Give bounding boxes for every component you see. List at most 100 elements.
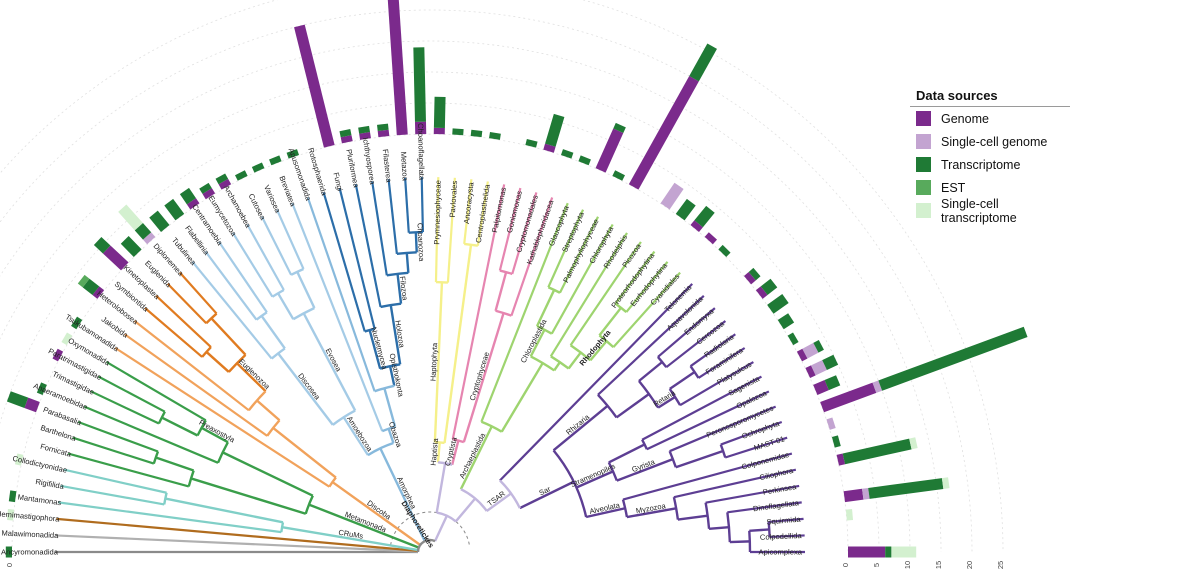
- bar-endomyxa-transcriptome: [748, 267, 761, 281]
- node-arc-rhodophyta: [598, 334, 615, 348]
- bar-heterolobosea-transcriptome: [82, 278, 100, 296]
- stem: [435, 463, 447, 513]
- taxon-label: MAST-01: [753, 434, 786, 452]
- node-arc-amoebozoa: [332, 409, 356, 426]
- branch-jakobida: [124, 333, 268, 437]
- bar-eurhodophytina-transcriptome: [694, 205, 715, 228]
- legend-title: Data sources: [910, 86, 1070, 107]
- stem: [535, 289, 556, 327]
- branch-prymnesiophyceae: [434, 177, 440, 283]
- node-arc: [550, 355, 570, 370]
- bar-tsukubamonadida-transcriptome: [71, 316, 83, 330]
- stem: [443, 244, 473, 444]
- clade-label-evosea: Evosea: [324, 347, 344, 374]
- stem-discosea: [277, 352, 334, 426]
- bar-opalozoa-transcriptome: [822, 354, 839, 371]
- stem-discoba: [331, 481, 421, 546]
- bar-chlorophyta-genome: [628, 75, 699, 190]
- stem-haptista: [436, 442, 441, 463]
- legend-label-single-cell-genome: Single-cell genome: [941, 134, 1048, 149]
- stem-nucletmycea: [368, 329, 382, 369]
- bar-ancyromonadida-transcriptome: [5, 546, 12, 558]
- legend-label-single-cell-transcriptome: Single-cell transcriptome: [941, 196, 1017, 225]
- taxon-label: Pavlovales: [448, 180, 459, 217]
- bar-centroplasthelida-transcriptome: [489, 132, 501, 140]
- legend-item-transcriptome: Transcriptome: [910, 153, 1070, 176]
- branch-kathablepharidacea: [510, 197, 554, 316]
- branch-pavlovales: [446, 177, 456, 283]
- stem-amorphea: [379, 447, 426, 542]
- branch-platysulcus: [679, 361, 754, 407]
- left-bar-axis: 2520151050: [5, 563, 14, 567]
- node-arc: [499, 269, 513, 276]
- node-arc-haptophyta: [435, 280, 448, 284]
- node-arc: [726, 512, 732, 543]
- stem: [638, 361, 663, 382]
- bar-ichthyosporea-genome: [359, 132, 371, 140]
- bar-peronosporomycetes-transcriptome: [824, 375, 841, 391]
- node-arc: [271, 288, 285, 298]
- branch-cyanidiales: [612, 271, 681, 348]
- root-dashed-arc: [390, 511, 470, 546]
- bar-euglenida-transcriptome: [120, 236, 142, 258]
- bar-parabasalia-transcriptome: [6, 391, 29, 408]
- taxon-label: Colpodellida: [760, 531, 803, 542]
- bar-squirmida-sc-transcriptome: [845, 509, 854, 521]
- stem-crums: [281, 526, 419, 552]
- bar-goniomonas-transcriptome: [525, 138, 538, 148]
- bar-streptophyta-genome: [595, 128, 624, 173]
- branch-chlorophyta: [550, 223, 614, 335]
- branch-anaeramoebidae: [83, 405, 219, 464]
- stem-chloroplastida: [529, 329, 546, 357]
- taxon-label: Mantamonas: [17, 492, 62, 507]
- bar-platysulcus-transcriptome: [787, 332, 799, 346]
- stem: [272, 426, 337, 479]
- bar-dinoflagellata-genome: [843, 488, 864, 503]
- branch-endomyxa: [657, 307, 716, 358]
- node-arc-gyrista: [668, 450, 677, 468]
- bar-filasterea-genome: [377, 129, 390, 138]
- bar-sagenista-genome: [796, 348, 808, 362]
- stem: [433, 515, 448, 542]
- right-axis-tick: 0: [841, 563, 850, 567]
- bar-archamoebea-transcriptome: [215, 173, 229, 185]
- branch-flabellinia: [204, 250, 258, 321]
- bar-centramoebia-genome: [186, 198, 200, 210]
- radial-guide-circles: [0, 0, 1004, 553]
- branch-foraminifera: [697, 347, 746, 379]
- node-arc: [157, 411, 166, 425]
- node-arc: [719, 444, 727, 458]
- node-arc-preaxostyla: [196, 419, 207, 437]
- bar-heterolobosea-genome: [92, 286, 105, 299]
- stem: [500, 362, 544, 433]
- branch-variosea: [275, 209, 305, 270]
- stem: [296, 271, 316, 309]
- node-arc-nucletmycea: [364, 327, 375, 333]
- node-arc: [374, 384, 395, 393]
- bar-pluriformea-genome: [340, 135, 353, 144]
- node-arc: [656, 356, 668, 368]
- branch-euglenida: [166, 283, 208, 325]
- branch-cercozoa: [665, 320, 727, 369]
- guide-circle-5: [0, 102, 880, 553]
- stem: [454, 497, 477, 523]
- stem: [210, 317, 247, 356]
- right-axis-tick: 25: [996, 561, 1005, 569]
- node-arc: [187, 470, 195, 487]
- stem: [277, 292, 295, 320]
- bar-apicomplexa-genome: [848, 546, 886, 558]
- bar-diplonemea-transcriptome: [134, 223, 152, 240]
- bar-eumycetozoa-genome: [202, 188, 216, 200]
- taxon-label: Squirmida: [766, 515, 802, 527]
- bar-ciliophora-genome: [836, 453, 846, 466]
- taxon-label: Dinoflagellata: [753, 498, 801, 513]
- node-arc-filozoa: [386, 271, 409, 277]
- branch-opalozoa: [646, 390, 770, 451]
- clade-label-discosea: Discosea: [296, 371, 322, 402]
- bar-apusomonadida-transcriptome: [286, 149, 300, 159]
- stem-cryptophyceae: [462, 312, 505, 443]
- branch-cutosea: [260, 216, 293, 276]
- branch-apusomonadida: [306, 197, 376, 392]
- taxon-label: Filasterea: [381, 149, 394, 184]
- node-arc: [290, 267, 304, 276]
